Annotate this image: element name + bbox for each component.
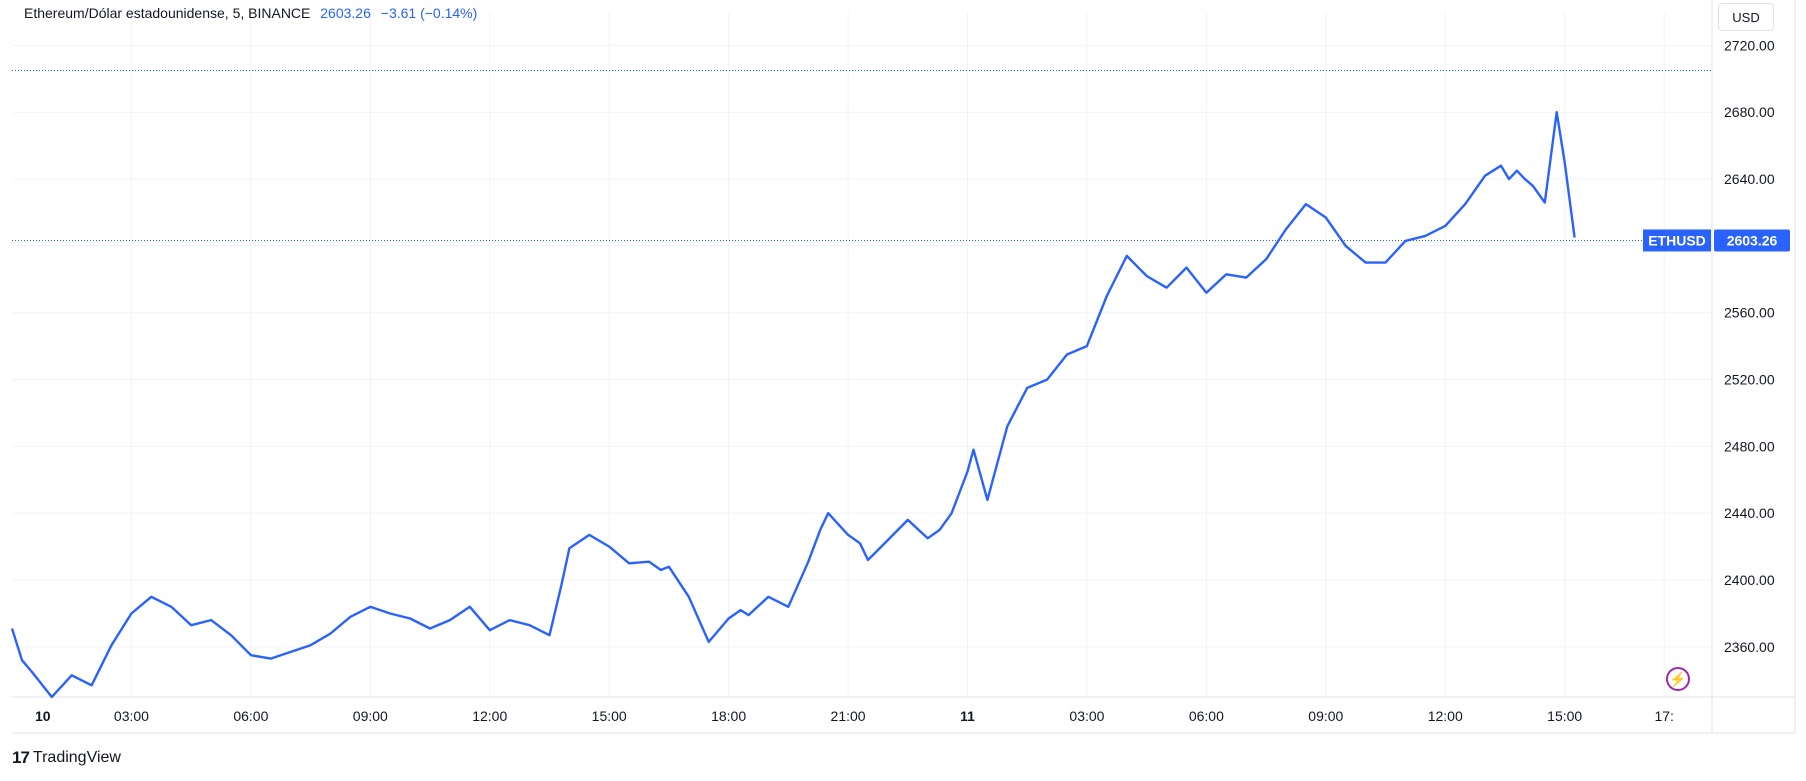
chart-legend: Ethereum/Dólar estadounidense, 5, BINANC… [24, 5, 477, 21]
tradingview-logo-icon: 17 [12, 748, 30, 767]
y-tick-label-9: 2360.00 [1724, 639, 1775, 655]
x-tick-label-2: 06:00 [233, 708, 268, 724]
x-tick-label-14: 17: [1654, 708, 1673, 724]
x-tick-label-11: 09:00 [1308, 708, 1343, 724]
series-line-ETHUSD [10, 111, 1576, 699]
y-tick-label-5: 2520.00 [1724, 372, 1775, 388]
symbol-tag-bg [1643, 229, 1711, 252]
x-tick-label-5: 15:00 [592, 708, 627, 724]
x-tick-label-4: 12:00 [472, 708, 507, 724]
x-tick-label-7: 21:00 [831, 708, 866, 724]
y-tick-label-2: 2640.00 [1724, 171, 1775, 187]
x-tick-label-3: 09:00 [353, 708, 388, 724]
last-price-tag-bg [1714, 229, 1790, 252]
y-tick-label-1: 2680.00 [1724, 104, 1775, 120]
x-tick-label-10: 06:00 [1189, 708, 1224, 724]
last-price-tag: 2603.26 [1727, 232, 1778, 248]
y-tick-label-6: 2480.00 [1724, 438, 1775, 454]
x-tick-label-0: 10 [35, 708, 51, 724]
symbol-tag: ETHUSD [1648, 232, 1706, 248]
y-tick-label-7: 2440.00 [1724, 505, 1775, 521]
brand-name: TradingView [32, 749, 121, 766]
x-tick-label-9: 03:00 [1069, 708, 1104, 724]
lightning-icon[interactable]: ⚡ [1666, 667, 1690, 691]
y-tick-label-4: 2560.00 [1724, 305, 1775, 321]
x-tick-label-13: 15:00 [1547, 708, 1582, 724]
y-tick-label-8: 2400.00 [1724, 572, 1775, 588]
x-tick-label-12: 12:00 [1428, 708, 1463, 724]
legend-price: 2603.26 [320, 5, 371, 21]
x-tick-label-6: 18:00 [711, 708, 746, 724]
tradingview-brand[interactable]: 17 TradingView [12, 748, 121, 768]
x-tick-label-8: 11 [960, 708, 975, 724]
x-tick-label-1: 03:00 [114, 708, 149, 724]
legend-symbol: Ethereum/Dólar estadounidense, 5, BINANC… [24, 5, 311, 21]
currency-button[interactable]: USD [1718, 3, 1774, 31]
legend-change: −3.61 (−0.14%) [380, 5, 478, 21]
y-tick-label-0: 2720.00 [1724, 37, 1775, 53]
